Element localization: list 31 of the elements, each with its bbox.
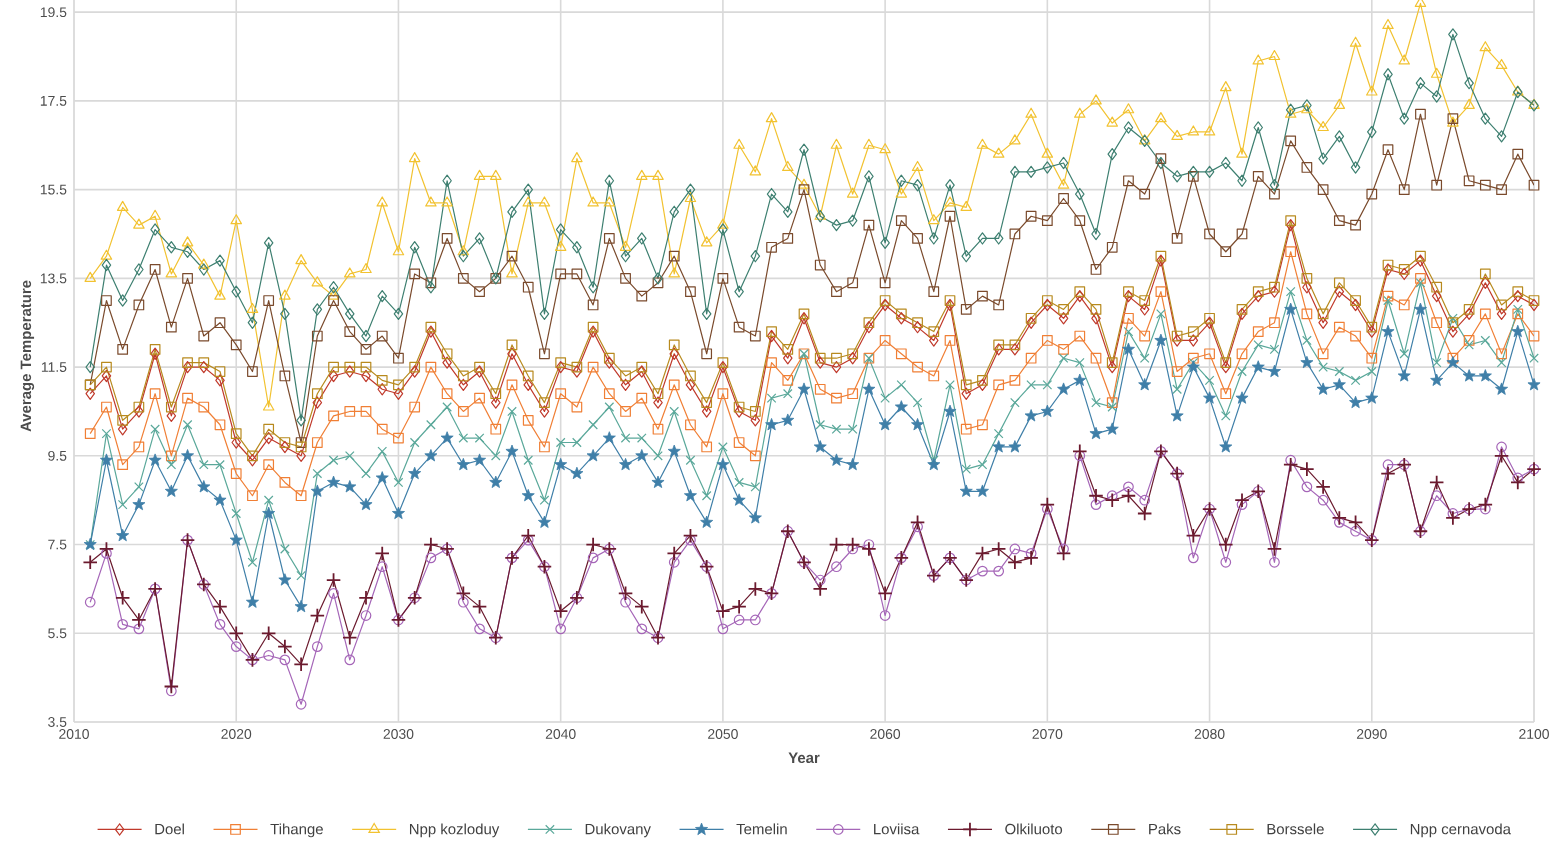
x-tick-label: 2050 [708, 729, 738, 739]
x-tick-label: 2030 [383, 729, 414, 739]
x-tick-label: 2080 [1194, 729, 1225, 739]
y-tick-label: 5.5 [48, 628, 67, 639]
x-tick-label: 2100 [1519, 729, 1549, 739]
y-tick-label: 17.5 [40, 96, 67, 106]
x-tick-label: 2040 [545, 729, 576, 739]
y-tick-label: 19.5 [40, 7, 67, 18]
x-tick-label: 2090 [1356, 729, 1387, 739]
legend-label: Npp kozloduy [409, 823, 500, 838]
legend-label: Temelin [736, 823, 787, 835]
legend-label: Olkiluoto [1005, 823, 1063, 835]
legend-label: Dukovany [585, 823, 651, 838]
legend-label: Borssele [1267, 823, 1324, 835]
legend-label: Npp cernavoda [1410, 823, 1511, 838]
x-tick-label: 2070 [1032, 729, 1063, 739]
x-tick-label: 2010 [59, 729, 89, 739]
y-tick-label: 15.5 [40, 184, 67, 195]
legend-label: Tihange [270, 823, 323, 838]
x-axis-title: Year [788, 752, 820, 764]
legend-label: Paks [1149, 823, 1181, 835]
y-tick-label: 9.5 [48, 450, 67, 461]
x-tick-label: 2060 [870, 729, 901, 739]
y-tick-label: 7.5 [48, 539, 67, 550]
y-tick-label: 13.5 [40, 273, 67, 284]
legend-label: Doel [155, 823, 184, 835]
y-axis-title: Average Temperature [20, 280, 35, 432]
y-tick-label: 11.5 [41, 362, 67, 372]
x-tick-label: 2020 [221, 729, 252, 739]
legend-label: Loviisa [874, 823, 920, 835]
y-tick-label: 3.5 [48, 717, 67, 727]
